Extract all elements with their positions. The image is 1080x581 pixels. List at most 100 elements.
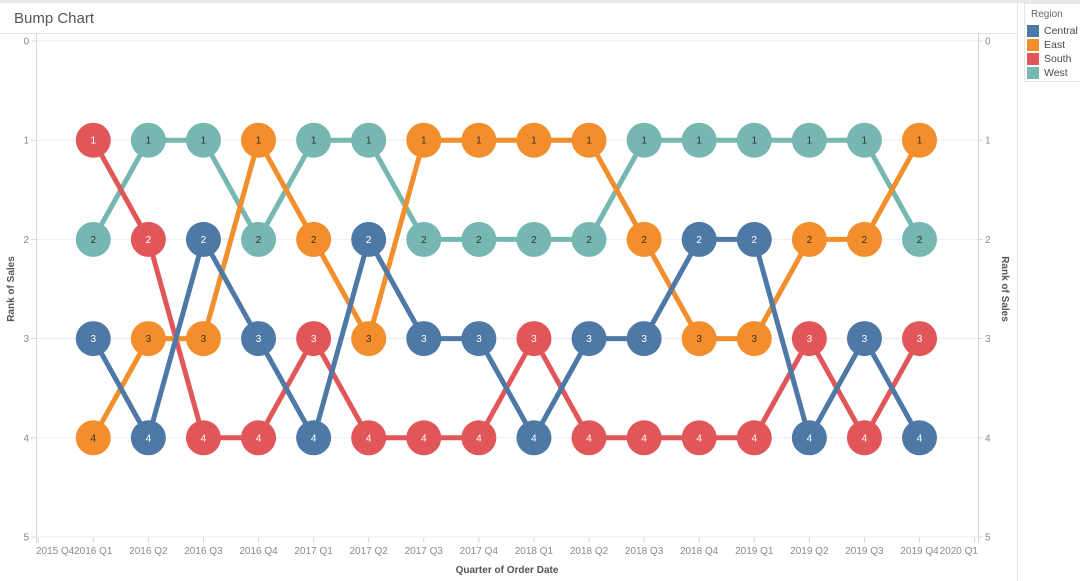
mark-west-2017-q4[interactable] xyxy=(461,221,497,257)
mark-south-2018-q2[interactable] xyxy=(571,420,607,456)
x-tick-label: 2017 Q2 xyxy=(350,546,389,557)
mark-east-2016-q2[interactable] xyxy=(130,321,166,357)
x-tick-label: 2017 Q3 xyxy=(405,546,444,557)
mark-rank-label: 2 xyxy=(311,235,317,246)
mark-west-2017-q3[interactable] xyxy=(406,221,442,257)
mark-west-2019-q1[interactable] xyxy=(736,122,772,158)
mark-rank-label: 1 xyxy=(862,136,868,147)
x-tick-label: 2019 Q1 xyxy=(735,546,774,557)
mark-south-2017-q2[interactable] xyxy=(351,420,387,456)
mark-west-2017-q1[interactable] xyxy=(296,122,332,158)
mark-west-2016-q4[interactable] xyxy=(241,221,277,257)
mark-south-2019-q2[interactable] xyxy=(791,321,827,357)
legend-item-south[interactable]: South xyxy=(1027,52,1080,66)
mark-east-2017-q4[interactable] xyxy=(461,122,497,158)
mark-west-2018-q2[interactable] xyxy=(571,221,607,257)
mark-central-2017-q4[interactable] xyxy=(461,321,497,357)
mark-east-2016-q1[interactable] xyxy=(75,420,111,456)
legend-label: West xyxy=(1044,67,1068,79)
mark-south-2017-q3[interactable] xyxy=(406,420,442,456)
x-tick-label: 2017 Q4 xyxy=(460,546,499,557)
mark-south-2019-q4[interactable] xyxy=(902,321,938,357)
legend-item-central[interactable]: Central xyxy=(1027,24,1080,38)
y-tick-label-right: 4 xyxy=(985,433,991,444)
mark-central-2017-q1[interactable] xyxy=(296,420,332,456)
mark-east-2016-q4[interactable] xyxy=(241,122,277,158)
x-tick-label: 2018 Q4 xyxy=(680,546,719,557)
mark-central-2017-q3[interactable] xyxy=(406,321,442,357)
mark-east-2017-q3[interactable] xyxy=(406,122,442,158)
chart-title: Bump Chart xyxy=(14,10,95,27)
x-tick-label: 2016 Q1 xyxy=(74,546,113,557)
mark-rank-label: 4 xyxy=(862,433,868,444)
mark-rank-label: 2 xyxy=(421,235,427,246)
mark-south-2018-q3[interactable] xyxy=(626,420,662,456)
mark-central-2016-q3[interactable] xyxy=(185,221,221,257)
mark-west-2018-q1[interactable] xyxy=(516,221,552,257)
mark-south-2016-q3[interactable] xyxy=(185,420,221,456)
mark-rank-label: 1 xyxy=(586,136,592,147)
mark-central-2019-q4[interactable] xyxy=(902,420,938,456)
mark-east-2017-q1[interactable] xyxy=(296,221,332,257)
mark-rank-label: 1 xyxy=(531,136,537,147)
mark-east-2019-q3[interactable] xyxy=(846,221,882,257)
mark-east-2019-q4[interactable] xyxy=(902,122,938,158)
mark-south-2018-q4[interactable] xyxy=(681,420,717,456)
mark-south-2017-q4[interactable] xyxy=(461,420,497,456)
mark-south-2019-q1[interactable] xyxy=(736,420,772,456)
mark-rank-label: 2 xyxy=(586,235,592,246)
mark-central-2016-q1[interactable] xyxy=(75,321,111,357)
mark-east-2019-q2[interactable] xyxy=(791,221,827,257)
mark-west-2019-q3[interactable] xyxy=(846,122,882,158)
mark-south-2016-q1[interactable] xyxy=(75,122,111,158)
mark-east-2018-q2[interactable] xyxy=(571,122,607,158)
mark-south-2017-q1[interactable] xyxy=(296,321,332,357)
mark-west-2019-q4[interactable] xyxy=(902,221,938,257)
mark-rank-label: 1 xyxy=(751,136,757,147)
mark-central-2019-q1[interactable] xyxy=(736,221,772,257)
mark-east-2019-q1[interactable] xyxy=(736,321,772,357)
mark-rank-label: 4 xyxy=(586,433,592,444)
y-axis-title-left: Rank of Sales xyxy=(6,256,17,322)
mark-rank-label: 3 xyxy=(862,334,868,345)
mark-west-2016-q2[interactable] xyxy=(130,122,166,158)
mark-central-2016-q4[interactable] xyxy=(241,321,277,357)
mark-central-2019-q3[interactable] xyxy=(846,321,882,357)
mark-west-2016-q1[interactable] xyxy=(75,221,111,257)
mark-rank-label: 2 xyxy=(146,235,152,246)
mark-west-2017-q2[interactable] xyxy=(351,122,387,158)
mark-central-2016-q2[interactable] xyxy=(130,420,166,456)
mark-rank-label: 1 xyxy=(421,136,427,147)
mark-east-2016-q3[interactable] xyxy=(185,321,221,357)
marks-south: 1 2 4 4 3 4 4 4 3 4 4 4 4 3 4 3 xyxy=(75,122,938,456)
y-tick-label-left: 3 xyxy=(23,334,29,345)
mark-south-2016-q4[interactable] xyxy=(241,420,277,456)
mark-south-2016-q2[interactable] xyxy=(130,221,166,257)
line-west xyxy=(90,137,923,242)
legend-item-east[interactable]: East xyxy=(1027,38,1080,52)
mark-east-2018-q1[interactable] xyxy=(516,122,552,158)
mark-central-2018-q1[interactable] xyxy=(516,420,552,456)
mark-central-2018-q4[interactable] xyxy=(681,221,717,257)
mark-south-2018-q1[interactable] xyxy=(516,321,552,357)
mark-central-2017-q2[interactable] xyxy=(351,221,387,257)
mark-west-2018-q3[interactable] xyxy=(626,122,662,158)
x-tick-label: 2016 Q4 xyxy=(239,546,278,557)
mark-rank-label: 3 xyxy=(91,334,97,345)
mark-east-2017-q2[interactable] xyxy=(351,321,387,357)
legend-label: East xyxy=(1044,39,1066,51)
mark-west-2018-q4[interactable] xyxy=(681,122,717,158)
mark-east-2018-q3[interactable] xyxy=(626,221,662,257)
y-tick-label-left: 2 xyxy=(23,235,29,246)
mark-south-2019-q3[interactable] xyxy=(846,420,882,456)
mark-central-2018-q3[interactable] xyxy=(626,321,662,357)
mark-central-2019-q2[interactable] xyxy=(791,420,827,456)
mark-west-2019-q2[interactable] xyxy=(791,122,827,158)
mark-central-2018-q2[interactable] xyxy=(571,321,607,357)
gridlines xyxy=(36,40,978,538)
legend-item-west[interactable]: West xyxy=(1027,66,1080,80)
mark-west-2016-q3[interactable] xyxy=(185,122,221,158)
mark-east-2018-q4[interactable] xyxy=(681,321,717,357)
mark-rank-label: 3 xyxy=(586,334,592,345)
